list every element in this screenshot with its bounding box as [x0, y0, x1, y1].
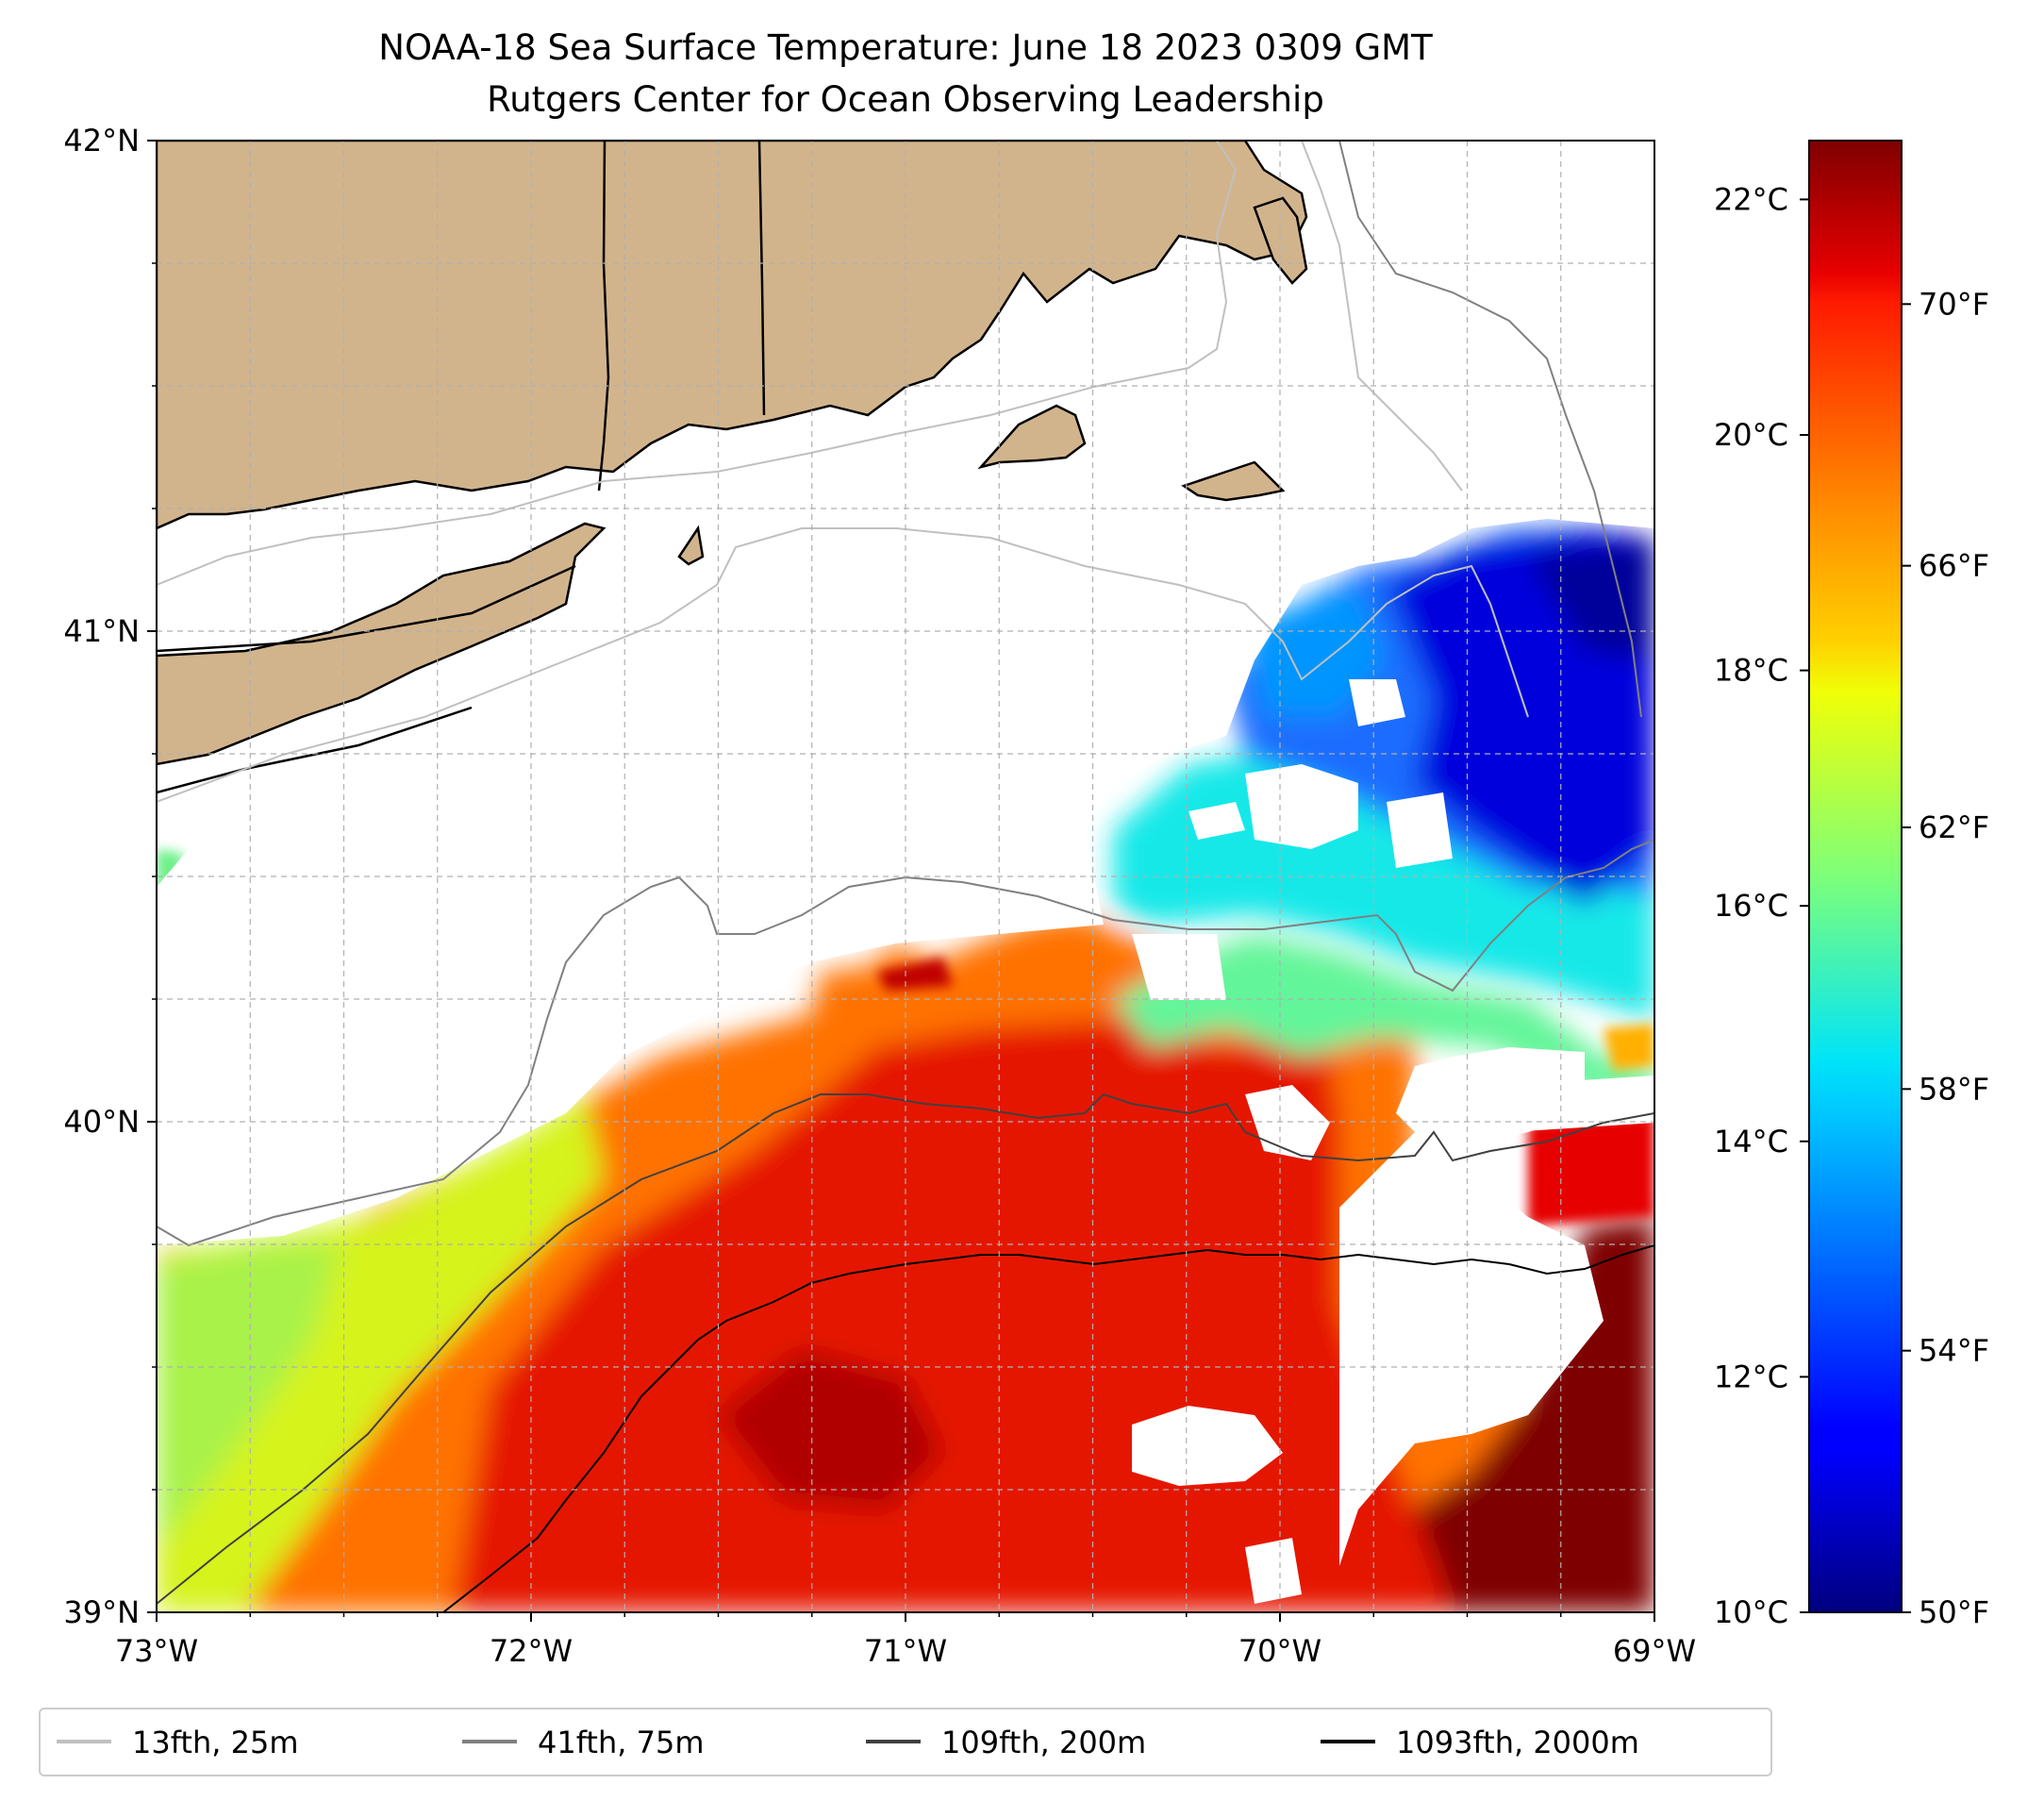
celsius-tick-label: 18°C [1714, 653, 1788, 689]
colorbar-fahrenheit-axis: 50°F 54°F 58°F 62°F 66°F 70°F [1902, 286, 1989, 1630]
lon-tick-label: 70°W [1238, 1633, 1321, 1669]
land-cape-cod [1253, 196, 1308, 285]
contour-200m [157, 1092, 1654, 1605]
colorbar: 10°C 12°C 14°C 16°C 18°C 20°C 22°C 50°F 54°F 58°… [1714, 140, 1989, 1630]
celsius-tick-label: 16°C [1714, 888, 1788, 924]
fahrenheit-tick-label: 50°F [1919, 1594, 1989, 1630]
celsius-tick-label: 10°C [1714, 1594, 1788, 1630]
lat-tick-label: 39°N [63, 1594, 140, 1630]
legend-label: 1093fth, 2000m [1396, 1725, 1639, 1760]
celsius-tick-label: 20°C [1714, 417, 1788, 453]
lat-tick-label: 40°N [63, 1104, 140, 1140]
legend-entry: 13fth, 25m [57, 1725, 298, 1760]
sst-shelf-yellow [157, 1094, 604, 1612]
land-nantucket [1181, 460, 1286, 502]
lat-tick-label: 42°N [63, 123, 140, 158]
fahrenheit-tick-label: 54°F [1919, 1333, 1989, 1369]
lat-axis: 39°N 40°N 41°N 42°N [63, 123, 157, 1630]
fahrenheit-tick-label: 58°F [1919, 1071, 1989, 1107]
contour-25m [157, 141, 1529, 803]
colorbar-celsius-axis: 10°C 12°C 14°C 16°C 18°C 20°C 22°C [1714, 181, 1809, 1630]
colorbar-gradient [1808, 140, 1903, 1613]
sst-shelf-lightgreen [157, 1245, 340, 1547]
map-title-line1: NOAA-18 Sea Surface Temperature: June 18… [378, 27, 1433, 68]
gridlines [157, 141, 1654, 1612]
legend-entry: 109fth, 200m [866, 1725, 1146, 1760]
legend-entry: 41fth, 75m [462, 1725, 704, 1760]
celsius-tick-label: 14°C [1714, 1124, 1788, 1159]
map-panel [157, 141, 1654, 1612]
land-borders [157, 141, 766, 794]
lon-tick-label: 71°W [864, 1633, 947, 1669]
fahrenheit-tick-label: 62°F [1919, 809, 1989, 845]
sst-deep-blue [1528, 538, 1654, 660]
map-title-line2: Rutgers Center for Ocean Observing Leade… [487, 79, 1324, 120]
land-block-island [677, 525, 705, 566]
lon-tick-label: 69°W [1613, 1633, 1696, 1669]
lon-tick-label: 73°W [115, 1633, 198, 1669]
contour-2000m [442, 1244, 1654, 1612]
celsius-tick-label: 22°C [1714, 181, 1788, 217]
fahrenheit-tick-label: 70°F [1919, 286, 1989, 322]
lon-axis: 73°W 72°W 71°W 70°W 69°W [115, 1612, 1696, 1669]
contour-75m [157, 141, 1654, 1247]
land-long-island [157, 522, 607, 766]
land-martha-vineyard [977, 404, 1087, 470]
legend-label: 109fth, 200m [941, 1725, 1146, 1760]
land [157, 141, 1308, 766]
fahrenheit-tick-label: 66°F [1919, 548, 1989, 584]
legend-entry: 1093fth, 2000m [1321, 1725, 1639, 1760]
legend-label: 13fth, 25m [132, 1725, 298, 1760]
lat-tick-label: 41°N [63, 613, 140, 649]
legend-label: 41fth, 75m [538, 1725, 704, 1760]
celsius-tick-label: 12°C [1714, 1359, 1788, 1394]
contour-legend: 13fth, 25m 41fth, 75m 109fth, 200m 1093fth,… [39, 1708, 1772, 1776]
bathy-contours [157, 141, 1654, 1612]
lon-tick-label: 72°W [490, 1633, 573, 1669]
sst-deep-red [717, 1349, 943, 1509]
